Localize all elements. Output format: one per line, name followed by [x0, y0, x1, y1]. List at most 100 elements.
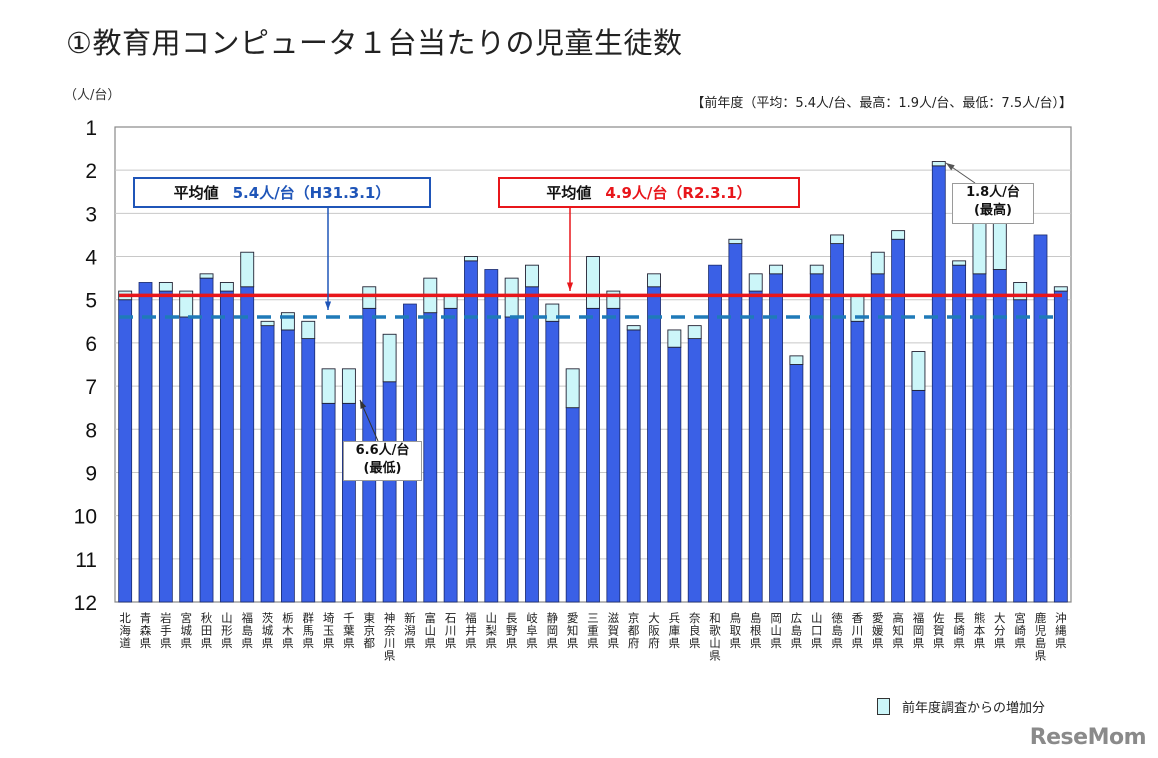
x-tick-label: 宮城県 [179, 612, 194, 650]
bar-increase-segment [931, 161, 946, 167]
x-tick-label: 広島県 [789, 612, 804, 650]
min-label: (最低) [363, 461, 402, 476]
bar-previous-year [240, 286, 255, 603]
x-tick-label: 福岡県 [911, 612, 926, 650]
bar-previous-year [382, 381, 397, 603]
y-tick-label: 10 [74, 506, 97, 529]
bar-increase-segment [341, 368, 356, 404]
x-tick-label: 福井県 [463, 612, 478, 650]
y-tick-label: 2 [85, 160, 97, 183]
bar-previous-year [667, 346, 682, 603]
x-tick-label: 山形県 [219, 612, 234, 650]
x-tick-label: 青森県 [138, 612, 153, 650]
x-tick-label: 岡山県 [769, 612, 784, 650]
bar-previous-year [525, 286, 539, 603]
x-tick-label: 和歌山県 [708, 612, 723, 662]
bar-previous-year [179, 316, 194, 603]
y-axis-unit: （人/台） [64, 88, 121, 103]
x-tick-label: 岐阜県 [524, 612, 539, 650]
y-tick-label: 6 [85, 333, 97, 356]
x-tick-label: 福島県 [240, 612, 255, 650]
bar-previous-year [687, 338, 702, 603]
bar-previous-year [606, 307, 621, 603]
bar-increase-segment [891, 230, 906, 240]
chart-title: ①教育用コンピュータ１台当たりの児童生徒数 [66, 26, 683, 60]
max-value: 1.8人/台 [966, 185, 1020, 200]
bar-increase-segment [158, 282, 173, 292]
x-tick-label: 奈良県 [687, 612, 702, 650]
bar-increase-segment [952, 260, 967, 266]
bar-increase-segment [382, 333, 397, 383]
bar-increase-segment [504, 277, 519, 318]
bar-previous-year [484, 269, 499, 603]
average-value: 5.4人/台（H31.3.1） [232, 184, 391, 202]
bar-increase-segment [525, 264, 539, 288]
bar-previous-year [342, 402, 356, 603]
bar-increase-segment [647, 273, 661, 288]
min-value: 6.6人/台 [355, 443, 410, 458]
bar-previous-year [321, 402, 336, 603]
y-tick-label: 11 [75, 549, 97, 572]
resemom-logo: ReseMom [1029, 725, 1147, 750]
max-callout: 1.8人/台 (最高) [952, 183, 1034, 224]
bar-previous-year [789, 364, 804, 603]
x-tick-label: 鳥取県 [728, 612, 743, 650]
bar-previous-year [708, 264, 722, 603]
x-tick-label: 長崎県 [952, 612, 967, 650]
bar-increase-segment [870, 251, 885, 275]
x-tick-label: 島根県 [748, 612, 763, 650]
x-tick-label: 静岡県 [545, 612, 560, 650]
bar-previous-year [423, 312, 438, 603]
x-tick-label: 滋賀県 [606, 612, 621, 650]
legend-swatch-increase [877, 698, 890, 715]
x-tick-label: 岩手県 [158, 612, 173, 650]
bar-increase-segment [565, 368, 580, 409]
bar-increase-segment [728, 238, 743, 245]
bar-previous-year [443, 307, 458, 603]
legend: 前年度調査からの増加分 [877, 697, 1045, 716]
x-tick-label: 愛媛県 [870, 612, 885, 650]
bar-increase-segment [464, 256, 478, 262]
bar-previous-year [748, 290, 763, 603]
x-tick-label: 京都府 [626, 612, 641, 650]
average-key: 平均値 [546, 184, 592, 202]
x-tick-label: 大分県 [992, 612, 1007, 650]
bar-increase-segment [687, 325, 702, 340]
x-tick-label: 神奈川県 [382, 612, 397, 662]
x-tick-label: 秋田県 [199, 612, 214, 650]
bar-increase-segment [809, 264, 824, 275]
min-arrow-head [360, 400, 367, 409]
bar-previous-year [850, 320, 865, 603]
bar-increase-segment [301, 320, 316, 340]
y-tick-label: 12 [74, 592, 97, 615]
bar-increase-segment [972, 221, 987, 275]
bar-previous-year [158, 290, 173, 603]
bar-previous-year [301, 338, 316, 603]
bar-previous-year [565, 407, 580, 603]
bar-increase-segment [667, 329, 682, 348]
x-tick-label: 山梨県 [484, 612, 499, 650]
bar-previous-year [260, 325, 275, 603]
bar-increase-segment [789, 355, 804, 365]
bar-previous-year [647, 286, 661, 603]
bar-increase-segment [321, 368, 336, 404]
bar-increase-segment [748, 273, 763, 292]
bar-previous-year [830, 243, 844, 603]
x-tick-label: 富山県 [423, 612, 438, 650]
bar-increase-segment [545, 303, 560, 322]
x-tick-label: 沖縄県 [1053, 612, 1068, 650]
bar-increase-segment [992, 221, 1007, 270]
x-tick-label: 愛知県 [565, 612, 580, 650]
bar-previous-year [931, 165, 946, 603]
bar-previous-year [626, 329, 641, 603]
bar-previous-year [219, 290, 234, 603]
bar-increase-segment [260, 320, 275, 327]
x-tick-label: 佐賀県 [931, 612, 946, 650]
bar-previous-year [199, 277, 214, 603]
x-tick-label: 香川県 [850, 612, 865, 650]
bar-previous-year [586, 307, 600, 603]
bar-previous-year [464, 260, 478, 603]
bar-increase-segment [769, 264, 784, 275]
bar-previous-year [280, 329, 295, 603]
